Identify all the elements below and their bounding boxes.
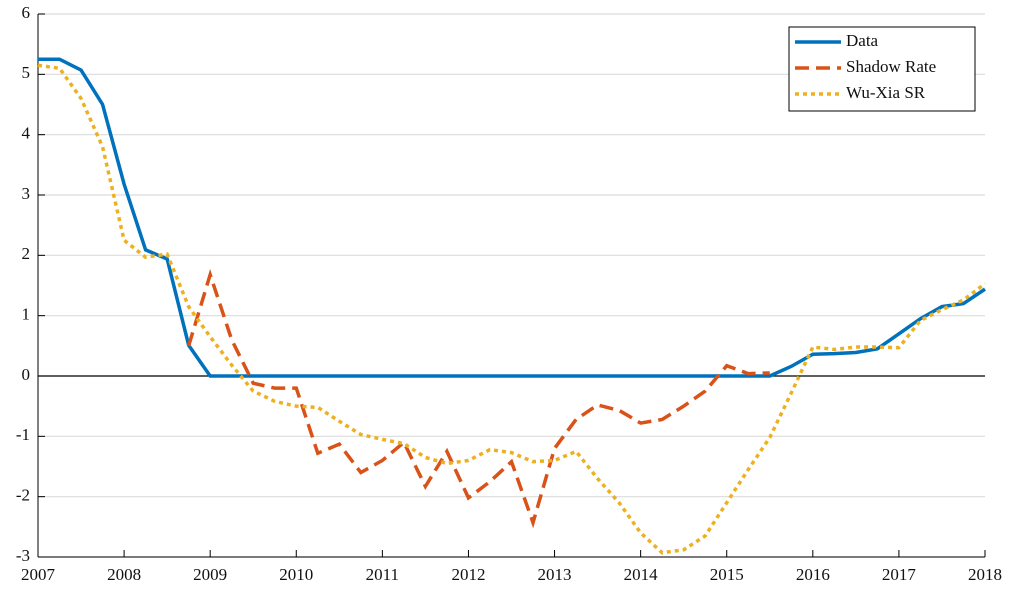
line-series [38, 57, 986, 378]
legend-label: Shadow Rate [846, 57, 936, 76]
y-tick-label: 4 [22, 124, 31, 143]
x-tick-label: 2018 [968, 565, 1002, 584]
y-tick-label: 5 [22, 63, 31, 82]
x-tick-label: 2008 [107, 565, 141, 584]
x-tick-label: 2016 [796, 565, 830, 584]
x-tick-label: 2009 [193, 565, 227, 584]
x-tick-label: 2013 [538, 565, 572, 584]
y-tick-label: -1 [16, 425, 30, 444]
y-tick-label: -3 [16, 546, 30, 565]
x-tick-label: 2015 [710, 565, 744, 584]
legend-label: Data [846, 31, 879, 50]
x-tick-label: 2014 [624, 565, 659, 584]
y-tick-label: 3 [22, 184, 31, 203]
y-tick-label: 0 [22, 365, 31, 384]
y-tick-label: 2 [22, 244, 31, 263]
legend-label: Wu-Xia SR [846, 83, 926, 102]
line-series [37, 63, 987, 555]
x-tick-label: 2010 [279, 565, 313, 584]
y-tick-label: 6 [22, 3, 31, 22]
x-tick-label: 2011 [366, 565, 399, 584]
y-tick-label: 1 [22, 305, 31, 324]
x-tick-label: 2012 [451, 565, 485, 584]
x-tick-label: 2007 [21, 565, 56, 584]
y-tick-label: -2 [16, 486, 30, 505]
x-tick-label: 2017 [882, 565, 917, 584]
line-series [186, 268, 770, 529]
